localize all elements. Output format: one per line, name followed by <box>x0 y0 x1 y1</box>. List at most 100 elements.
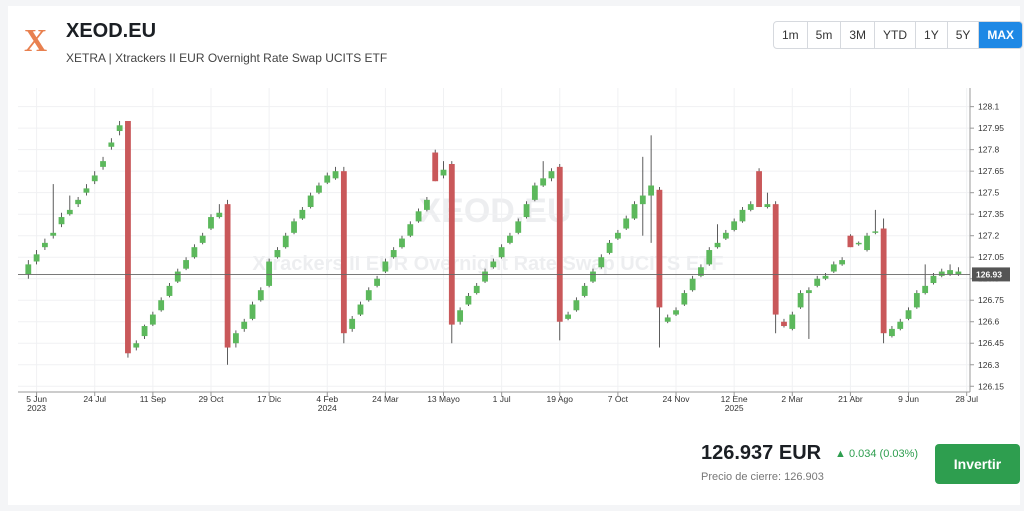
candle-body <box>639 195 646 205</box>
watermark-title: XEOD.EU <box>418 192 571 230</box>
candle-body <box>407 224 414 236</box>
candle-body <box>191 247 198 258</box>
y-tick-label: 126.3 <box>978 360 1000 370</box>
candle-body <box>33 254 40 262</box>
x-tick-label: 24 Nov <box>663 394 691 404</box>
range-button[interactable]: 1m <box>774 22 808 48</box>
y-tick-label: 126.45 <box>978 338 1004 348</box>
candle-body <box>731 221 738 230</box>
price: 126.937 EUR <box>701 442 822 464</box>
candle-body <box>756 171 762 208</box>
y-tick-label: 127.95 <box>978 123 1004 133</box>
y-tick-label: 127.5 <box>978 188 1000 198</box>
up-arrow: ▲ <box>835 448 846 460</box>
logo: X <box>24 22 48 58</box>
candle-body <box>897 321 904 329</box>
range-button[interactable]: YTD <box>875 22 917 48</box>
candle-body <box>332 171 339 179</box>
ticker: XEOD.EU <box>66 20 157 42</box>
candle-body <box>565 314 571 319</box>
candle-body <box>482 271 488 282</box>
candle-body <box>199 235 206 243</box>
range-button[interactable]: MAX <box>979 22 1023 48</box>
candle-body <box>872 231 879 233</box>
candle-body <box>149 314 156 325</box>
candle-body <box>133 343 140 348</box>
last-price-box <box>972 267 1010 282</box>
range-button[interactable]: 5m <box>808 22 842 48</box>
candle-body <box>432 152 439 182</box>
range-selector: 1m 5m 3M YTD 1Y 5Y MAX <box>773 21 1024 49</box>
candle-body <box>457 310 464 322</box>
y-tick-label: 127.8 <box>978 145 1000 155</box>
candle-body <box>490 261 497 268</box>
candle-body <box>922 285 929 294</box>
x-tick-label: 17 Dic <box>257 394 282 404</box>
invest-button[interactable]: Invertir <box>935 444 1020 484</box>
candle-body <box>58 217 65 225</box>
candle-body <box>183 260 189 269</box>
candle-body <box>299 209 306 219</box>
candle-body <box>681 293 688 305</box>
candle-body <box>531 185 538 200</box>
y-tick-label: 127.2 <box>978 231 1000 241</box>
x-tick-label: 24 Mar <box>372 394 399 404</box>
candle-body <box>25 264 32 275</box>
candle-body <box>847 235 854 248</box>
candle-body <box>855 242 862 245</box>
candle-body <box>125 120 131 354</box>
candle-body <box>266 261 273 286</box>
candle-body <box>158 300 165 311</box>
candle-body <box>739 209 746 222</box>
range-button[interactable]: 3M <box>841 22 876 48</box>
candle-body <box>938 271 945 276</box>
candle-body <box>423 199 430 210</box>
candle-body <box>548 171 555 179</box>
y-tick-label: 127.65 <box>978 166 1004 176</box>
candle-body <box>805 290 812 294</box>
candle-body <box>91 175 98 182</box>
candle-body <box>581 285 588 296</box>
candle-body <box>706 250 713 265</box>
candle-body <box>440 169 447 176</box>
x-tick-label: 7 Oct <box>608 394 629 404</box>
candle-body <box>141 326 148 337</box>
candle-body <box>50 232 57 236</box>
candle-body <box>614 232 621 239</box>
candle-body <box>507 235 513 243</box>
candle-body <box>349 318 356 329</box>
candle-body <box>689 278 696 291</box>
candle-body <box>216 212 223 218</box>
y-tick-label: 127.05 <box>978 252 1004 262</box>
range-button[interactable]: 5Y <box>948 22 980 48</box>
candle-body <box>66 209 73 215</box>
candle-body <box>590 271 596 282</box>
candle-body <box>573 300 580 311</box>
candle-body <box>166 285 173 296</box>
candle-body <box>673 310 679 315</box>
candle-body <box>249 304 256 319</box>
x-tick-label: 2 Mar <box>781 394 803 404</box>
candle-body <box>340 171 347 334</box>
candle-body <box>789 314 796 329</box>
x-tick-label: 29 Oct <box>198 394 224 404</box>
candle-body <box>955 271 962 275</box>
candle-body <box>83 188 90 193</box>
candle-body <box>747 204 754 210</box>
candle-body <box>100 161 106 167</box>
range-button[interactable]: 1Y <box>916 22 948 48</box>
candle-body <box>523 204 530 218</box>
y-tick-label: 127.35 <box>978 209 1004 219</box>
candle-body <box>722 232 729 239</box>
candle-body <box>598 257 605 268</box>
candle-body <box>282 235 289 248</box>
candle-body <box>365 290 372 301</box>
candle-body <box>764 204 771 208</box>
candle-body <box>174 271 181 282</box>
x-tick-label: 9 Jun <box>898 394 919 404</box>
x-tick-label: 12 Ene <box>721 394 748 404</box>
candle-body <box>75 199 82 205</box>
candle-body <box>839 260 846 265</box>
candle-body <box>664 317 671 322</box>
